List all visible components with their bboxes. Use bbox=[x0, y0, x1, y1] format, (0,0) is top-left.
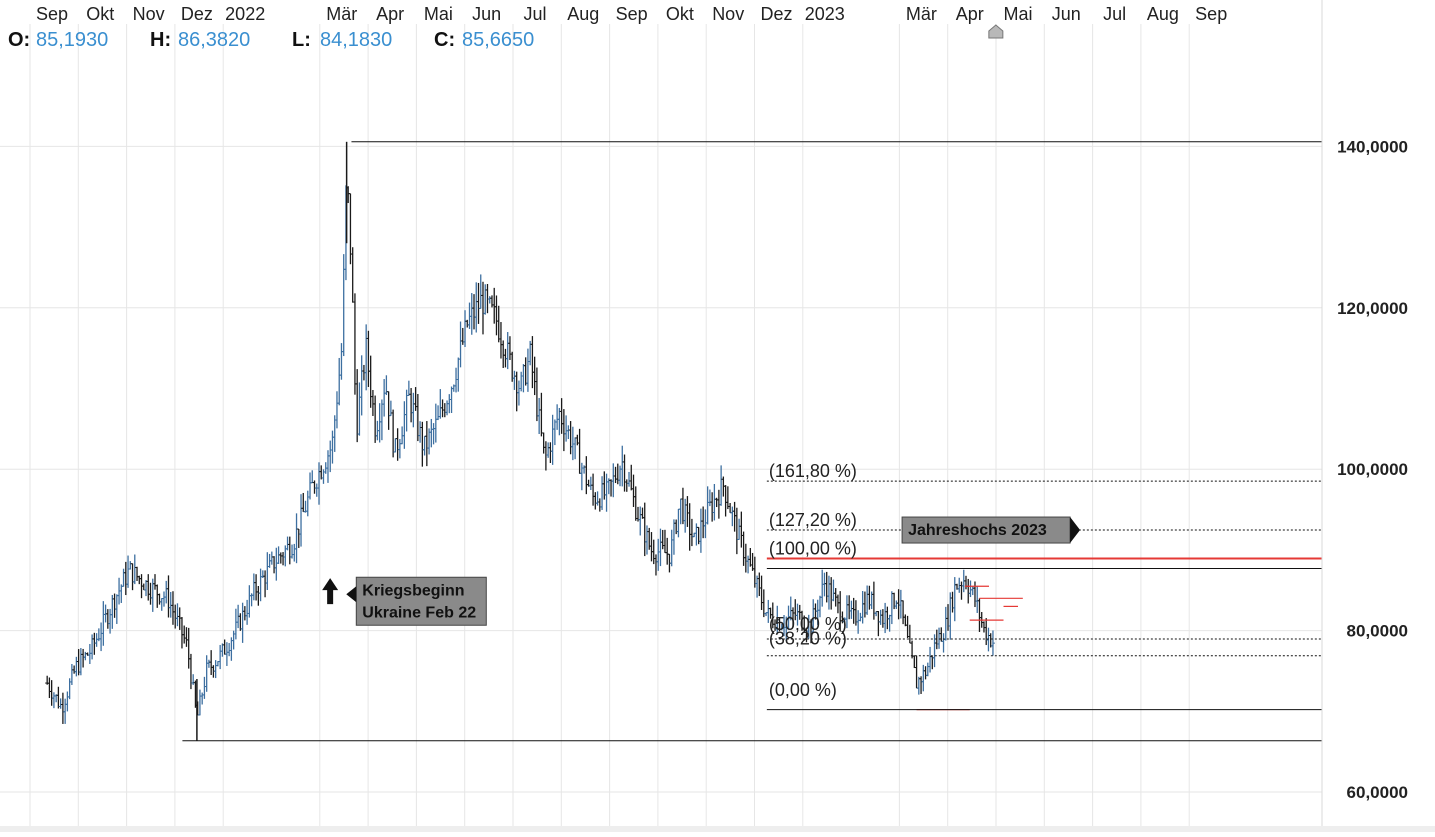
grid-lines bbox=[0, 24, 1322, 826]
ohlc-value-2: 84,1830 bbox=[320, 29, 392, 51]
x-tick-label: Sep bbox=[616, 4, 648, 24]
x-tick-label: Aug bbox=[567, 4, 599, 24]
y-tick-label: 100,0000 bbox=[1337, 460, 1408, 479]
price-bars[interactable] bbox=[45, 141, 995, 741]
x-tick-label: Jun bbox=[1052, 4, 1081, 24]
ohlc-key-1: H: bbox=[150, 29, 171, 51]
ohlc-key-2: L: bbox=[292, 29, 311, 51]
x-tick-label: Sep bbox=[36, 4, 68, 24]
x-tick-label: Jun bbox=[472, 4, 501, 24]
fib-level-label: (127,20 %) bbox=[769, 510, 857, 530]
x-tick-label: Mai bbox=[424, 4, 453, 24]
annotations[interactable]: Kriegsbeginn Ukraine Feb 22 Jahreshochs 20… bbox=[322, 516, 1081, 626]
x-tick-label: Okt bbox=[86, 4, 114, 24]
x-tick-label: Apr bbox=[956, 4, 984, 24]
y-tick-label: 80,0000 bbox=[1347, 622, 1408, 641]
x-tick-label: Mär bbox=[326, 4, 357, 24]
ohlc-header: O: 85,1930 H: 86,3820 L: 84,1830 C: 85,6650 bbox=[8, 29, 534, 51]
x-tick-label: Dez bbox=[760, 4, 792, 24]
x-tick-label: Jul bbox=[1103, 4, 1126, 24]
fib-level-label: (50,00 %) bbox=[769, 614, 847, 634]
y-tick-label: 60,0000 bbox=[1347, 783, 1408, 802]
x-tick-label: Mai bbox=[1003, 4, 1032, 24]
kriegsbeginn-box bbox=[355, 576, 487, 626]
x-tick-label: Nov bbox=[712, 4, 744, 24]
kriegsbeginn-text: Ukraine Feb 22 bbox=[362, 604, 476, 621]
x-tick-label: Okt bbox=[666, 4, 694, 24]
x-tick-label: Aug bbox=[1147, 4, 1179, 24]
jahreshochs-box bbox=[901, 516, 1071, 544]
ohlc-key-3: C: bbox=[434, 29, 455, 51]
x-tick-label: 2023 bbox=[805, 4, 845, 24]
ohlc-value-3: 85,6650 bbox=[462, 29, 534, 51]
fib-level-label: (0,00 %) bbox=[769, 680, 837, 700]
x-axis-bottom-strip bbox=[0, 826, 1435, 832]
fib-level-label: (161,80 %) bbox=[769, 461, 857, 481]
y-axis-panel bbox=[1322, 0, 1435, 832]
up-arrow-icon bbox=[322, 578, 339, 605]
y-tick-label: 140,0000 bbox=[1337, 137, 1408, 156]
x-tick-label: Sep bbox=[1195, 4, 1227, 24]
ohlc-value-0: 85,1930 bbox=[36, 29, 108, 51]
kriegsbeginn-pointer-left bbox=[346, 586, 357, 603]
fibonacci-labels: (161,80 %)(127,20 %)(100,00 %)(50,00 %)(… bbox=[769, 461, 857, 700]
y-tick-label: 120,0000 bbox=[1337, 299, 1408, 318]
jahreshochs-text: Jahreshochs 2023 bbox=[908, 522, 1047, 539]
x-tick-label: Jul bbox=[523, 4, 546, 24]
x-tick-label: Nov bbox=[133, 4, 165, 24]
fib-level-label: (38,20 %) bbox=[769, 628, 847, 648]
jahreshochs-annotation[interactable]: Jahreshochs 2023 bbox=[901, 516, 1081, 544]
x-tick-label: Mär bbox=[906, 4, 937, 24]
ohlc-key-0: O: bbox=[8, 29, 30, 51]
x-tick-label: Apr bbox=[376, 4, 404, 24]
kriegsbeginn-annotation[interactable]: Kriegsbeginn Ukraine Feb 22 bbox=[322, 576, 496, 626]
kriegsbeginn-text: Kriegsbeginn bbox=[362, 582, 464, 599]
time-marker-icon[interactable] bbox=[988, 24, 1004, 39]
fib-level-label: (100,00 %) bbox=[769, 538, 857, 558]
jahreshochs-pointer-right bbox=[1070, 517, 1081, 544]
ohlc-value-1: 86,3820 bbox=[178, 29, 250, 51]
x-tick-label: 2022 bbox=[225, 4, 265, 24]
x-tick-label: Dez bbox=[181, 4, 213, 24]
